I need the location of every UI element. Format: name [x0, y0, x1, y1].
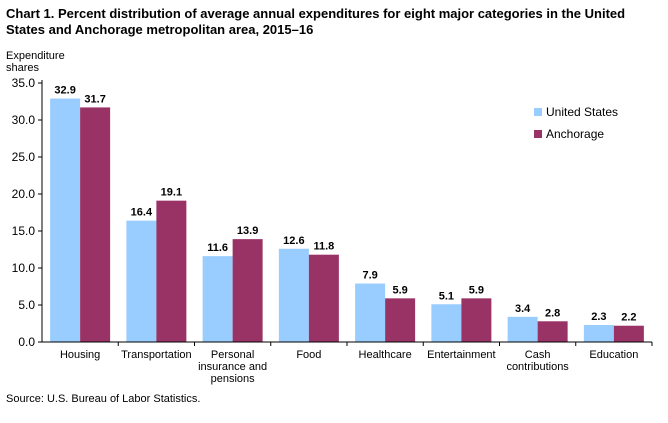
- bar-value-label: 2.2: [621, 312, 636, 324]
- bar-value-label: 5.9: [469, 284, 484, 296]
- y-axis-label-line: Expenditure: [6, 50, 65, 62]
- bar: [385, 298, 416, 342]
- legend-swatch: [534, 130, 542, 138]
- axes-group: [38, 80, 653, 346]
- bars-group: [50, 98, 644, 342]
- category-label: Housing: [60, 349, 100, 361]
- bar-value-label: 32.9: [54, 85, 75, 97]
- bar-value-label: 2.8: [545, 307, 560, 319]
- bar-value-label: 13.9: [237, 225, 258, 237]
- bar-value-label: 5.9: [392, 284, 407, 296]
- bar: [461, 298, 492, 342]
- bar-value-label: 31.7: [84, 93, 105, 105]
- bar: [232, 239, 263, 342]
- bar: [126, 220, 157, 342]
- category-label: Food: [296, 349, 321, 361]
- y-axis-label-line: shares: [6, 62, 40, 74]
- bar-value-label: 12.6: [283, 235, 304, 247]
- bar-value-label: 5.1: [439, 290, 454, 302]
- bar: [507, 316, 538, 342]
- bar-value-label: 11.6: [207, 242, 228, 254]
- bar: [50, 98, 81, 342]
- bar: [278, 248, 309, 342]
- category-label: Cash: [525, 349, 551, 361]
- bar-value-label: 11.8: [313, 241, 334, 253]
- category-label: Transportation: [121, 349, 192, 361]
- y-tick-label: 20.0: [12, 187, 36, 201]
- value-labels-group: 32.9 31.7 16.4 19.1 11.6 13.9 12.6 11.8 7.9 5.9 5.…: [54, 85, 636, 324]
- bar: [355, 283, 386, 342]
- legend-label: United States: [546, 105, 618, 119]
- legend: United States Anchorage: [534, 105, 618, 141]
- chart-source: Source: U.S. Bureau of Labor Statistics.: [6, 393, 201, 405]
- bar-value-label: 16.4: [131, 207, 153, 219]
- bar: [202, 256, 233, 342]
- category-label: pensions: [211, 373, 256, 385]
- category-label: Healthcare: [359, 349, 412, 361]
- y-axis-ticks: 0.0 5.0 10.0 15.0 20.0 25.0 30.0 35.0: [12, 76, 36, 349]
- y-tick-label: 5.0: [18, 298, 35, 312]
- bar-value-label: 7.9: [362, 270, 377, 282]
- y-tick-label: 30.0: [12, 113, 36, 127]
- category-label: contributions: [506, 361, 569, 373]
- category-label: Personal: [211, 349, 254, 361]
- legend-label: Anchorage: [546, 127, 604, 141]
- category-label: insurance and: [198, 361, 267, 373]
- bar: [80, 107, 111, 342]
- bar-value-label: 2.3: [591, 311, 606, 323]
- bar-value-label: 3.4: [515, 303, 531, 315]
- y-tick-label: 0.0: [18, 335, 35, 349]
- legend-swatch: [534, 108, 542, 116]
- bar: [613, 325, 644, 342]
- y-tick-label: 25.0: [12, 150, 36, 164]
- bar: [431, 304, 462, 342]
- y-tick-label: 15.0: [12, 224, 36, 238]
- chart-title: Chart 1. Percent distribution of average…: [6, 6, 626, 37]
- bar: [537, 321, 568, 342]
- category-label: Education: [589, 349, 638, 361]
- bar: [156, 200, 187, 342]
- y-tick-label: 10.0: [12, 261, 36, 275]
- bar-value-label: 19.1: [161, 187, 182, 199]
- bar: [583, 324, 614, 342]
- bar: [308, 254, 339, 342]
- category-label: Entertainment: [427, 349, 495, 361]
- y-tick-label: 35.0: [12, 76, 36, 90]
